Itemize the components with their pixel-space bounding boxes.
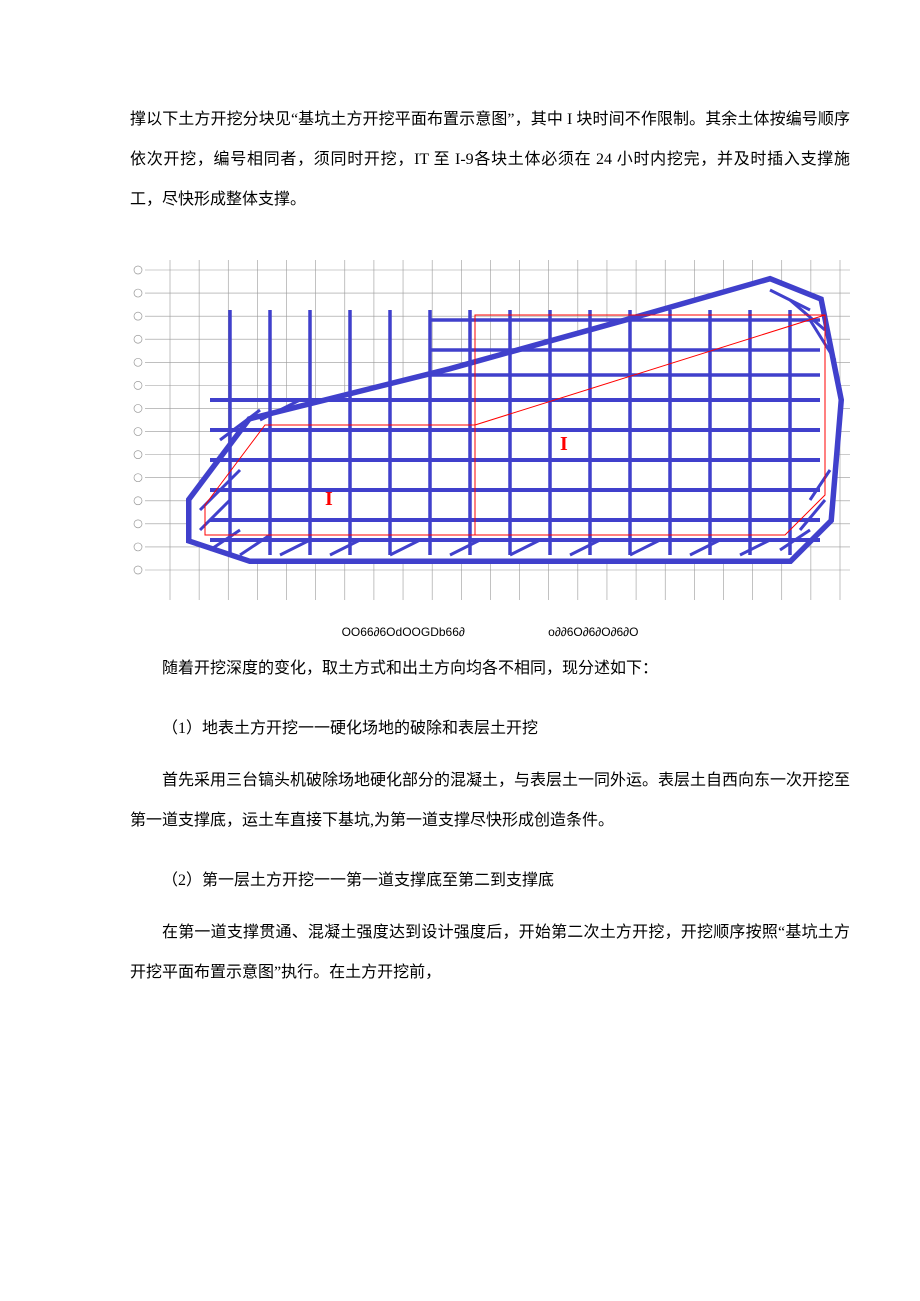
- paragraph-2: 随着开挖深度的变化，取土方式和出土方向均各不相同，现分述如下：: [130, 649, 850, 689]
- excavation-plan-diagram: II: [130, 240, 850, 620]
- heading-2: （2）第一层土方开挖一一第一道支撑底至第二到支撑底: [130, 861, 850, 901]
- svg-text:I: I: [560, 433, 568, 455]
- paragraph-1: 撑以下土方开挖分块见“基坑土方开挖平面布置示意图”，其中 I 块时间不作限制。其…: [130, 100, 850, 220]
- heading-1: （1）地表土方开挖一一硬化场地的破除和表层土开挖: [130, 709, 850, 749]
- paragraph-3: 首先采用三台镐头机破除场地硬化部分的混凝土，与表层土一同外运。表层土自西向东一次…: [130, 761, 850, 841]
- caption-left: OO66∂6OdOOGDb66∂: [342, 625, 465, 639]
- paragraph-4: 在第一道支撑贯通、混凝土强度达到设计强度后，开始第二次土方开挖，开挖顺序按照“基…: [130, 913, 850, 993]
- diagram-container: II OO66∂6OdOOGDb66∂ o∂∂6O∂6∂O∂6∂O: [130, 240, 850, 639]
- diagram-caption: OO66∂6OdOOGDb66∂ o∂∂6O∂6∂O∂6∂O: [130, 625, 850, 639]
- caption-right: o∂∂6O∂6∂O∂6∂O: [548, 625, 638, 639]
- svg-text:I: I: [325, 488, 333, 510]
